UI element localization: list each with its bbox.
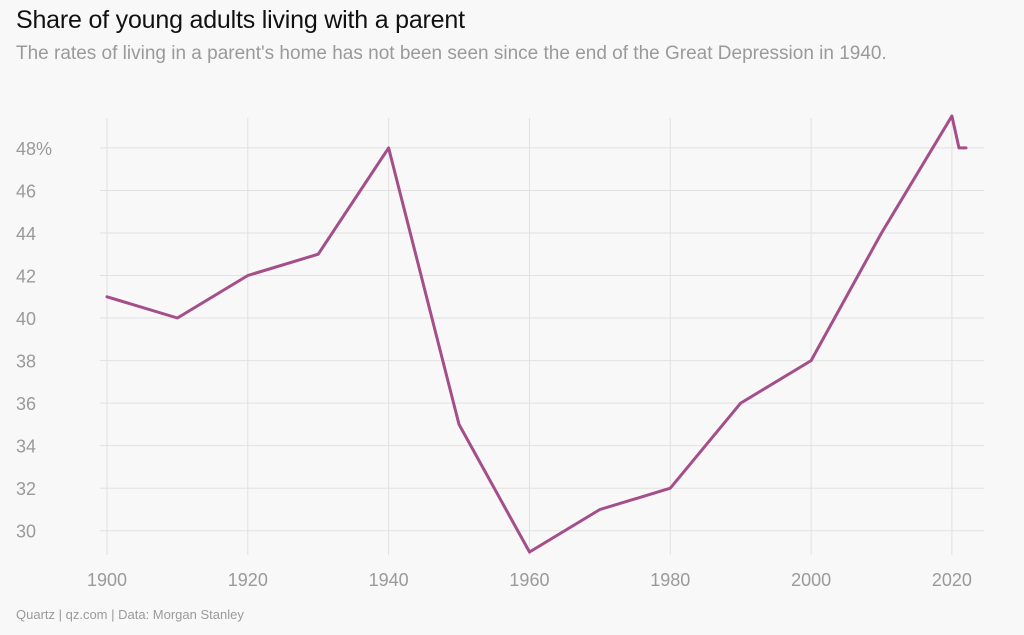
y-tick-label: 36 [16, 394, 36, 414]
y-tick-label: 42 [16, 267, 36, 287]
x-tick-label: 2000 [791, 570, 831, 590]
y-tick-label: 30 [16, 522, 36, 542]
x-tick-label: 1940 [369, 570, 409, 590]
y-tick-label: 34 [16, 437, 36, 457]
y-tick-label: 32 [16, 479, 36, 499]
y-tick-label: 46 [16, 181, 36, 201]
y-gridlines [100, 147, 984, 532]
y-tick-label: 48% [16, 139, 52, 159]
x-gridlines [106, 118, 953, 555]
x-tick-label: 1900 [87, 570, 127, 590]
chart-subtitle: The rates of living in a parent's home h… [16, 43, 887, 64]
chart-title: Share of young adults living with a pare… [16, 6, 465, 34]
x-tick-label: 1920 [228, 570, 268, 590]
y-tick-label: 38 [16, 352, 36, 372]
x-tick-label: 2020 [932, 570, 972, 590]
series-group [105, 114, 968, 554]
x-tick-label: 1960 [509, 570, 549, 590]
y-tick-label: 44 [16, 224, 36, 244]
source-footer: Quartz | qz.com | Data: Morgan Stanley [16, 607, 244, 622]
series-line [105, 114, 968, 554]
x-axis-ticks: 1900 1920 1940 1960 1980 2000 2020 [87, 570, 972, 590]
y-tick-label: 40 [16, 309, 36, 329]
x-tick-label: 1980 [650, 570, 690, 590]
y-axis-ticks: 30 32 34 36 38 40 42 44 46 48% [16, 139, 52, 542]
